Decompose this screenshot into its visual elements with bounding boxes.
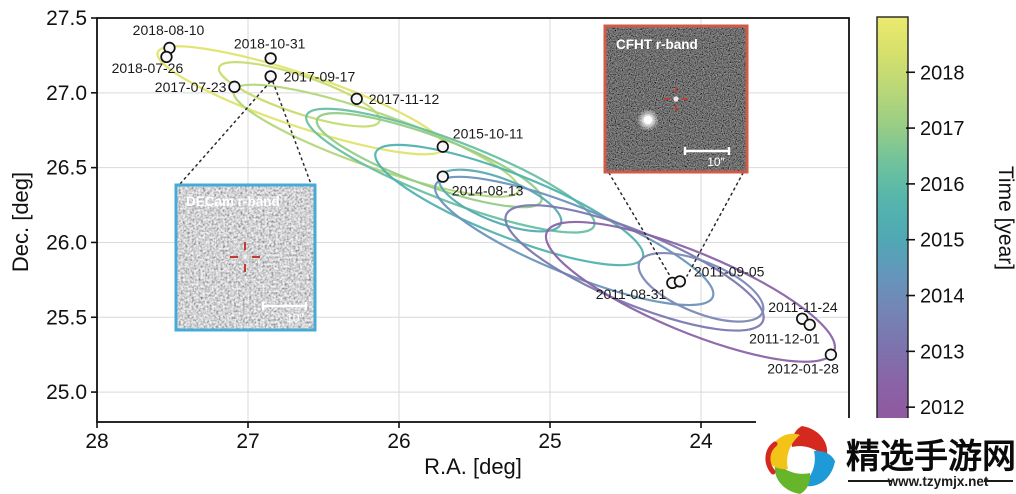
data-point-label: 2017-11-12 bbox=[369, 91, 440, 107]
y-tick-label: 26.0 bbox=[46, 231, 87, 254]
colorbar: 2018 2017 2016 2015 2014 2013 2012 bbox=[876, 16, 965, 421]
colorbar-bar bbox=[876, 16, 909, 421]
cfht-crosshair-icon bbox=[664, 87, 688, 111]
cfht-bright-star-core bbox=[644, 116, 652, 124]
cfht-border bbox=[603, 24, 749, 174]
y-tick-label: 25.0 bbox=[46, 381, 87, 404]
colorbar-tick-label: 2013 bbox=[920, 341, 965, 363]
data-point bbox=[436, 140, 449, 153]
data-point-label: 2018-08-10 bbox=[133, 22, 205, 38]
connector-dotted-line bbox=[608, 172, 671, 277]
data-point-label: 2017-09-17 bbox=[284, 68, 356, 84]
colorbar-tick-label: 2012 bbox=[920, 397, 965, 419]
data-points: 2018-08-10 2018-07-26 2018-10-31 2017-09-17… bbox=[112, 22, 839, 377]
colorbar-tick-label: 2017 bbox=[920, 118, 965, 140]
decam-border bbox=[174, 183, 317, 332]
x-tick-label: 24 bbox=[689, 430, 713, 453]
connector-dotted-line bbox=[179, 81, 271, 185]
data-point bbox=[264, 52, 277, 65]
axes: 28 27 26 25 24 27.5 27.0 26.5 26.0 25.5 25.0 bbox=[46, 7, 850, 453]
data-point-label: 2018-10-31 bbox=[234, 35, 306, 51]
inset-decam: 10″ DECam r-band bbox=[174, 183, 317, 332]
inset-cfht: 10″ CFHT r-band bbox=[603, 24, 749, 174]
plot-border bbox=[96, 17, 850, 423]
cfht-scale-label: 10″ bbox=[707, 155, 725, 169]
cfht-scale-bar bbox=[683, 147, 731, 155]
decam-crosshair-icon bbox=[230, 242, 260, 272]
orbit-ellipse bbox=[544, 220, 837, 363]
y-tick-label: 27.5 bbox=[46, 7, 87, 30]
data-point-label: 2011-08-31 bbox=[596, 286, 667, 302]
data-point-label: 2011-09-05 bbox=[694, 263, 765, 279]
data-point bbox=[264, 70, 277, 83]
data-point bbox=[673, 275, 687, 288]
orbit-ellipse bbox=[315, 112, 543, 209]
y-tick-label: 27.0 bbox=[46, 82, 87, 105]
data-point bbox=[228, 80, 241, 93]
data-point-label: 2011-11-24 bbox=[768, 299, 838, 315]
data-point bbox=[160, 50, 173, 64]
x-tick-label: 28 bbox=[85, 430, 108, 453]
cfht-title: CFHT r-band bbox=[616, 37, 698, 52]
data-point bbox=[436, 170, 449, 183]
orbit-ellipse bbox=[433, 175, 715, 307]
decam-title: DECam r-band bbox=[186, 194, 280, 209]
data-point-label: 2012-01-28 bbox=[767, 361, 839, 377]
x-tick-label: 25 bbox=[538, 430, 561, 453]
x-tick-label: 27 bbox=[236, 430, 259, 453]
pinwheel-logo-icon bbox=[765, 426, 835, 494]
data-point bbox=[350, 92, 363, 105]
colorbar-tick-label: 2015 bbox=[920, 230, 965, 252]
x-axis-label: R.A. [deg] bbox=[424, 454, 522, 479]
data-point-label: 2011-12-01 bbox=[749, 331, 820, 347]
connector-dotted-line bbox=[686, 172, 744, 277]
orbit-ellipse bbox=[637, 251, 765, 323]
data-point-label: 2014-08-13 bbox=[452, 183, 524, 199]
data-point-label: 2015-10-11 bbox=[453, 126, 524, 142]
decam-target-blob bbox=[238, 250, 252, 264]
y-tick-label: 26.5 bbox=[46, 157, 87, 180]
decam-scale-bar bbox=[261, 302, 308, 310]
connector-dotted-line bbox=[272, 81, 312, 185]
colorbar-label: Time [year] bbox=[994, 166, 1016, 270]
data-point-label: 2017-07-23 bbox=[155, 79, 227, 95]
cfht-target-source bbox=[673, 96, 679, 102]
data-point-label: 2018-07-26 bbox=[112, 60, 184, 76]
data-point bbox=[803, 318, 816, 331]
x-tick-label: 26 bbox=[387, 430, 410, 453]
colorbar-tick-label: 2018 bbox=[920, 62, 965, 84]
colorbar-tick-label: 2014 bbox=[920, 286, 965, 308]
decam-scale-label: 10″ bbox=[286, 311, 304, 325]
watermark: 精选手游网 www.tzymjx.net bbox=[756, 418, 1016, 494]
inset-connector-lines bbox=[179, 81, 744, 277]
colorbar-tick-label: 2016 bbox=[920, 174, 965, 196]
y-tick-label: 25.5 bbox=[46, 306, 87, 329]
data-point bbox=[824, 348, 838, 361]
y-axis-label: Dec. [deg] bbox=[8, 172, 33, 272]
watermark-site-name: 精选手游网 bbox=[846, 438, 1016, 476]
orbit-ellipse bbox=[217, 61, 381, 128]
watermark-site-url: www.tzymjx.net bbox=[887, 474, 989, 489]
